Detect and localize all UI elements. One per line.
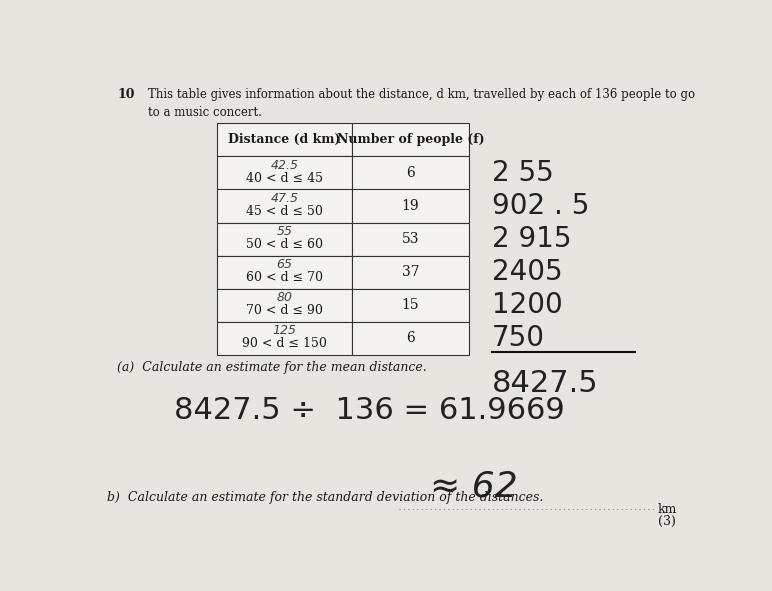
Text: 40 < d ≤ 45: 40 < d ≤ 45 xyxy=(246,172,323,185)
Text: 2 915: 2 915 xyxy=(492,225,571,253)
Text: 90 < d ≤ 150: 90 < d ≤ 150 xyxy=(242,337,327,350)
Bar xyxy=(352,157,469,190)
Text: (3): (3) xyxy=(658,515,676,528)
Text: 1200: 1200 xyxy=(492,291,563,319)
Bar xyxy=(217,322,352,355)
Text: This table gives information about the distance, d km, travelled by each of 136 : This table gives information about the d… xyxy=(148,88,696,119)
Text: km: km xyxy=(658,502,677,515)
Bar xyxy=(352,289,469,322)
Bar xyxy=(217,256,352,289)
Text: (a)  Calculate an estimate for the mean distance.: (a) Calculate an estimate for the mean d… xyxy=(117,361,427,374)
Text: 42.5: 42.5 xyxy=(270,159,299,172)
Text: 45 < d ≤ 50: 45 < d ≤ 50 xyxy=(246,205,323,218)
Bar xyxy=(352,190,469,223)
Text: 55: 55 xyxy=(276,225,293,238)
Bar xyxy=(352,223,469,256)
Text: 750: 750 xyxy=(492,324,545,352)
Text: Distance (d km): Distance (d km) xyxy=(229,134,340,147)
Text: 8427.5 ÷  136 = 61.9669: 8427.5 ÷ 136 = 61.9669 xyxy=(174,396,565,425)
Bar xyxy=(217,289,352,322)
Text: 2405: 2405 xyxy=(492,258,562,286)
Text: 50 < d ≤ 60: 50 < d ≤ 60 xyxy=(246,238,323,251)
Text: 37: 37 xyxy=(401,265,419,280)
Text: 15: 15 xyxy=(401,298,419,313)
Text: 6: 6 xyxy=(406,332,415,346)
Text: 8427.5: 8427.5 xyxy=(492,369,598,398)
Text: Number of people (f): Number of people (f) xyxy=(337,134,484,147)
Bar xyxy=(352,322,469,355)
Text: 65: 65 xyxy=(276,258,293,271)
Text: 53: 53 xyxy=(401,232,419,246)
Text: 6: 6 xyxy=(406,166,415,180)
Bar xyxy=(217,157,352,190)
Text: ≈ 62: ≈ 62 xyxy=(430,469,517,503)
Text: b)  Calculate an estimate for the standard deviation of the distances.: b) Calculate an estimate for the standar… xyxy=(107,492,543,505)
Bar xyxy=(217,124,352,157)
Bar xyxy=(217,223,352,256)
Text: 60 < d ≤ 70: 60 < d ≤ 70 xyxy=(246,271,323,284)
Text: 2 55: 2 55 xyxy=(492,159,554,187)
Bar xyxy=(352,124,469,157)
Text: 80: 80 xyxy=(276,291,293,304)
Bar xyxy=(217,190,352,223)
Text: 70 < d ≤ 90: 70 < d ≤ 90 xyxy=(246,304,323,317)
Text: 47.5: 47.5 xyxy=(270,192,299,205)
Bar xyxy=(352,256,469,289)
Text: 10: 10 xyxy=(117,88,135,101)
Text: 125: 125 xyxy=(273,324,296,337)
Text: 902 . 5: 902 . 5 xyxy=(492,192,589,220)
Text: 19: 19 xyxy=(401,199,419,213)
